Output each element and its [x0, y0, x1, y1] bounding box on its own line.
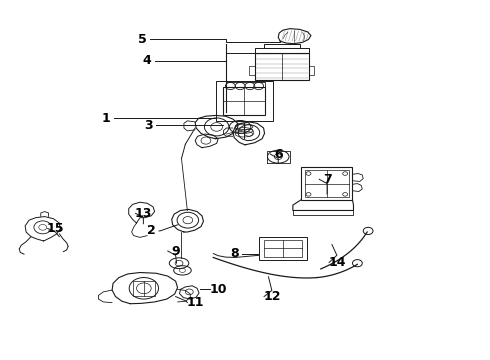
- Text: 8: 8: [230, 247, 239, 260]
- Bar: [223, 87, 265, 116]
- Text: 3: 3: [144, 119, 152, 132]
- Text: 14: 14: [328, 256, 345, 269]
- Bar: [305, 170, 348, 197]
- Text: 10: 10: [209, 283, 227, 296]
- Bar: [259, 237, 307, 260]
- Bar: [309, 66, 315, 75]
- Text: 15: 15: [47, 222, 64, 235]
- Bar: [133, 282, 155, 296]
- Text: 2: 2: [147, 224, 155, 238]
- Bar: [255, 53, 309, 80]
- Text: 13: 13: [135, 207, 152, 220]
- Text: 12: 12: [263, 290, 281, 303]
- Text: 9: 9: [172, 244, 180, 257]
- Text: 1: 1: [101, 112, 110, 125]
- Bar: [249, 66, 255, 75]
- Bar: [264, 240, 302, 257]
- Bar: [226, 82, 265, 87]
- Bar: [216, 81, 273, 121]
- Text: 4: 4: [143, 54, 151, 67]
- Text: 6: 6: [274, 148, 283, 161]
- Text: 11: 11: [186, 296, 204, 309]
- Text: 5: 5: [138, 32, 147, 46]
- Bar: [301, 167, 352, 200]
- Text: 7: 7: [323, 173, 331, 186]
